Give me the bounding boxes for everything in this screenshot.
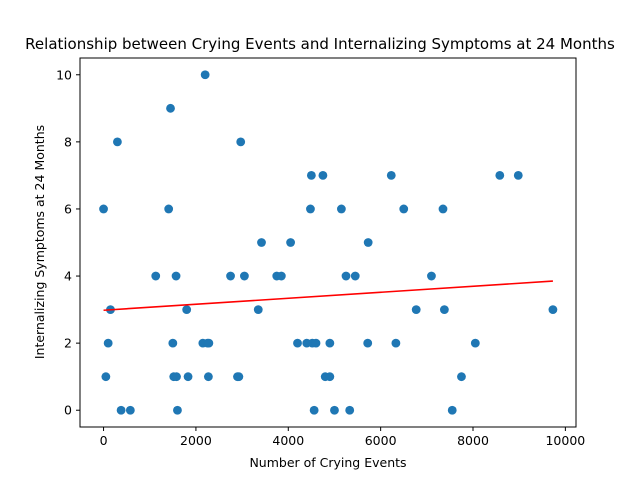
data-point	[350, 271, 360, 281]
data-point	[173, 405, 182, 415]
data-point	[318, 171, 328, 180]
x-tick-label: 4000	[272, 433, 304, 448]
data-point	[204, 338, 214, 348]
data-point	[411, 305, 421, 314]
data-point	[391, 338, 401, 348]
data-point	[183, 372, 193, 382]
data-point	[182, 305, 192, 314]
data-point	[203, 372, 213, 382]
data-point	[151, 271, 161, 281]
data-point	[513, 171, 523, 180]
data-point	[113, 137, 122, 147]
data-point	[345, 405, 355, 415]
data-point	[311, 338, 321, 348]
data-point	[548, 305, 558, 314]
data-point	[116, 405, 126, 415]
data-point	[253, 305, 263, 314]
chart-title: Relationship between Crying Events and I…	[25, 35, 615, 53]
data-point	[286, 238, 295, 247]
y-tick-label: 6	[64, 201, 72, 216]
data-point	[336, 204, 346, 214]
x-tick-label: 10000	[545, 433, 585, 448]
data-point	[99, 204, 108, 214]
data-point	[427, 271, 436, 281]
data-point	[236, 137, 246, 147]
data-point	[234, 372, 244, 382]
y-tick-label: 10	[56, 67, 72, 82]
data-point	[341, 271, 351, 281]
data-point	[447, 405, 457, 415]
y-tick-label: 4	[64, 269, 72, 284]
x-tick-label: 2000	[180, 433, 212, 448]
data-point	[495, 171, 505, 180]
data-point	[330, 405, 339, 415]
x-tick-label: 8000	[457, 433, 489, 448]
y-axis-ticks: 0 2 4 6 8 10	[56, 67, 80, 418]
data-point	[125, 405, 135, 415]
x-tick-label: 0	[100, 433, 108, 448]
data-point	[257, 238, 266, 247]
data-point	[168, 338, 178, 348]
data-point	[240, 271, 249, 281]
data-point	[200, 70, 210, 80]
data-point	[101, 372, 111, 382]
y-tick-label: 0	[64, 403, 72, 418]
data-point	[164, 204, 174, 214]
data-point	[439, 305, 449, 314]
plot-area	[99, 70, 558, 415]
data-point	[276, 271, 286, 281]
x-axis-ticks: 0 2000 4000 6000 8000 10000	[100, 427, 585, 448]
y-axis-label: Internalizing Symptoms at 24 Months	[32, 125, 47, 359]
plot-frame	[79, 57, 577, 428]
data-point	[166, 103, 175, 113]
data-point	[309, 405, 319, 415]
data-point	[306, 171, 316, 180]
y-tick-label: 8	[64, 134, 72, 149]
data-point	[438, 204, 448, 214]
data-point	[386, 171, 396, 180]
x-tick-label: 6000	[365, 433, 397, 448]
data-point	[325, 338, 335, 348]
data-point	[363, 338, 373, 348]
data-point	[171, 271, 181, 281]
data-point	[399, 204, 409, 214]
data-point	[363, 238, 373, 247]
data-point	[325, 372, 335, 382]
data-point	[457, 372, 466, 382]
data-point	[470, 338, 480, 348]
trend-line	[103, 280, 553, 312]
data-point	[103, 338, 113, 348]
y-tick-label: 2	[64, 336, 72, 351]
x-axis-label: Number of Crying Events	[249, 455, 406, 470]
data-point	[293, 338, 302, 348]
data-point	[306, 204, 315, 214]
data-point	[172, 372, 181, 382]
data-point	[226, 271, 235, 281]
